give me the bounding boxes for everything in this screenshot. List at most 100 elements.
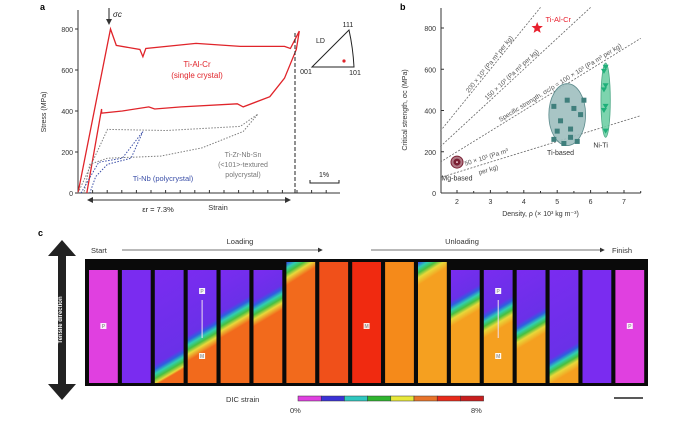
scale-bar-label: 1% (319, 172, 329, 179)
y-tick-label: 800 (424, 26, 436, 33)
x-tick-label: 3 (488, 199, 492, 206)
x-axis-label: Density, ρ (× 10³ kg m⁻³) (502, 211, 579, 218)
phase-marker-label: P (497, 289, 501, 295)
colorbar-segment (390, 395, 415, 402)
series-sublabel-ti-al-cr: (single crystal) (171, 71, 223, 80)
x-tick-label: 7 (622, 199, 626, 206)
dic-frame-2 (121, 270, 151, 383)
dic-frame-9 (352, 262, 381, 383)
ipf-ld-label: LD (316, 38, 325, 45)
data-point-ti-based (561, 141, 567, 146)
panel-a-annotations: σc εr = 7.3% 1% 111 001 101 LD (87, 8, 361, 214)
dic-frame-12 (450, 270, 480, 383)
series-sublabel-ti-zr-nb-sn: (<101>-textured (218, 162, 268, 169)
dic-frame-5 (220, 270, 250, 383)
data-point-ni-ti (602, 103, 609, 109)
y-tick-label: 600 (61, 68, 73, 75)
ipf-triangle (310, 29, 355, 68)
series-label-ti-al-cr: Ti-Al-Cr (183, 60, 211, 69)
specific-strength-label-50: 50 × 10³ (Pa m³ (464, 147, 510, 167)
specific-strength-line-100 (440, 37, 641, 163)
data-point-ti-based (554, 128, 560, 134)
phase-marker-label: M (200, 354, 204, 360)
colorbar-segment (344, 395, 368, 402)
data-point-ti-based (551, 103, 557, 109)
data-point-ti-al-cr (531, 22, 543, 33)
panel-a-axes: 0 200 400 600 800 Stress (MPa) Strain (41, 10, 340, 212)
data-point-ti-based (574, 138, 580, 144)
specific-strength-line-50 (440, 115, 641, 178)
dic-frame-8 (319, 262, 349, 383)
panel-c: c Tensile direction Start Loading Unloading… (38, 228, 648, 415)
colorbar-min-label: 0% (290, 406, 301, 415)
dic-frame-15 (549, 270, 579, 383)
y-tick-label: 200 (424, 150, 436, 157)
series-label-ti-zr-nb-sn: Ti-Zr-Nb-Sn (225, 152, 262, 159)
critical-stress-label: σc (113, 10, 122, 19)
data-point-ti-based (581, 97, 587, 103)
phase-marker-box (199, 353, 206, 359)
dic-frame-10 (385, 262, 414, 383)
dic-frame-16 (582, 270, 612, 383)
phase-marker-box (626, 323, 633, 329)
panel-a-series: Ti-Al-Cr (single crystal) Ti-Zr-Nb-Sn (<101… (77, 26, 300, 194)
y-tick-label: 800 (61, 27, 73, 34)
group-label-mg-based: Mg-based (441, 176, 472, 183)
phase-marker-box (100, 323, 107, 329)
stage-loading-label: Loading (227, 237, 254, 246)
phase-marker-label: P (628, 324, 632, 330)
data-point-ni-ti (602, 64, 609, 70)
dic-frame-14 (516, 270, 546, 383)
colorbar-label: DIC strain (226, 395, 259, 404)
data-point-ti-based (568, 134, 574, 140)
colorbar-segment (413, 395, 438, 402)
series-sublabel-ti-zr-nb-sn-2: polycrystal) (225, 172, 260, 179)
panel-label-a: a (40, 2, 46, 12)
phase-marker-box (363, 323, 370, 329)
colorbar-max-label: 8% (471, 406, 482, 415)
data-point-ni-ti (602, 83, 609, 89)
colorbar-segment (460, 395, 484, 402)
specific-strength-line-150 (440, 7, 591, 147)
ipf-orientation-point (342, 59, 346, 63)
x-tick-label: 2 (455, 199, 459, 206)
panel-b-axes: 0 200 400 600 800 2 3 4 5 6 7 Density, ρ (× 10³ kg … (402, 8, 642, 218)
x-axis-label: Strain (208, 203, 228, 212)
data-point-ni-ti (600, 87, 607, 93)
y-tick-label: 600 (424, 67, 436, 74)
y-tick-label: 0 (69, 191, 73, 198)
y-tick-label: 400 (424, 109, 436, 116)
data-point-ti-based (568, 126, 574, 132)
y-tick-label: 200 (61, 150, 73, 157)
phase-marker-label: M (365, 324, 369, 330)
stage-finish-label: Finish (612, 246, 632, 255)
series-line-ti-nb (80, 131, 144, 194)
dic-frame-7 (286, 262, 316, 383)
recoverable-strain-label: εr = 7.3% (142, 205, 174, 214)
data-point-ti-based (564, 97, 570, 103)
ipf-corner-101: 101 (349, 70, 361, 77)
phase-marker-box (199, 288, 206, 294)
panel-label-c: c (38, 228, 43, 238)
panel-b-points: Ti-Al-Cr Mg-based Ti-based Ni-Ti (441, 15, 611, 183)
data-point-ti-based (551, 136, 557, 142)
series-line-ti-al-cr (77, 26, 300, 194)
scale-bar (309, 180, 340, 184)
colorbar-segment (320, 395, 345, 402)
phase-marker-label: P (200, 289, 204, 295)
data-point-ti-based (578, 112, 584, 118)
dic-frame-11 (418, 262, 447, 383)
data-point-ti-based (558, 118, 564, 124)
colorbar-segment (436, 395, 461, 402)
x-tick-label: 6 (589, 199, 593, 206)
y-axis-label: Stress (MPa) (41, 92, 48, 133)
y-axis-label: Critical strength, σc (MPa) (402, 69, 409, 150)
phase-marker-box (495, 353, 502, 359)
series-label-ti-nb: Ti-Nb (polycrystal) (133, 174, 194, 183)
data-point-ni-ti (600, 108, 607, 113)
data-point-ni-ti (600, 68, 607, 74)
panel-a: a 0 200 400 600 800 Stress (MPa) Strain Ti-Al-… (40, 2, 361, 214)
stage-unloading-label: Unloading (445, 237, 479, 246)
group-region-ni-ti (600, 62, 611, 138)
phase-marker-label: P (102, 324, 106, 330)
